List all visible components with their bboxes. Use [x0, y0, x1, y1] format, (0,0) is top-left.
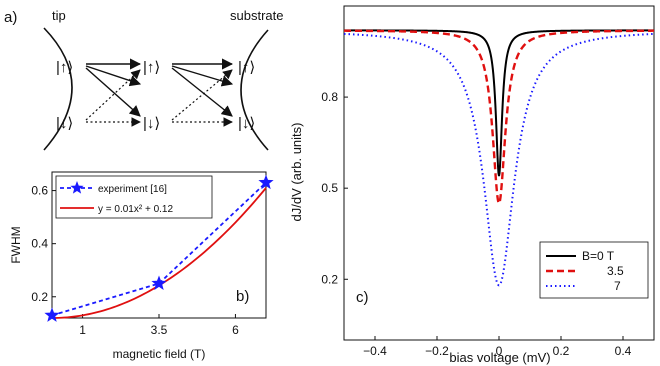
- panel-c-ytick-label-1: 0.5: [321, 181, 338, 195]
- arrow-down-up-dotted-2: [171, 69, 233, 121]
- tip-ket-up: |↑⟩: [56, 59, 73, 76]
- panel-c-series-2: [343, 32, 655, 287]
- substrate-ket-up: |↑⟩: [238, 59, 255, 76]
- arrow-down-up-dotted-1: [85, 69, 141, 121]
- arrow-up-mid-2: [171, 65, 234, 87]
- legend-fit-label: y = 0.01x² + 0.12: [98, 204, 173, 215]
- panel-c-ticks: −0.4 −0.2 0 0.2 0.4 0.2 0.5 0.8: [321, 90, 631, 358]
- panel-c-ytick-label-0: 0.2: [321, 272, 338, 286]
- panel-b-ylabel: FWHM: [9, 226, 23, 263]
- arrow-up-down-1: [85, 67, 141, 117]
- panel-b-legend-box: [55, 175, 213, 219]
- legend-star-icon: [70, 181, 84, 194]
- middle-ket-down: |↓⟩: [143, 115, 160, 132]
- panel-b-chart: 1 3.5 6 0.2 0.4 0.6 experiment [16] y = 0.01x…: [9, 171, 274, 361]
- tip-label: tip: [52, 8, 66, 23]
- panel-b-series: [44, 174, 274, 322]
- panel-b-ticks: 1 3.5 6 0.2 0.4 0.6: [31, 184, 239, 337]
- middle-ket-up: |↑⟩: [143, 59, 160, 76]
- panel-c-xlabel: bias voltage (mV): [449, 350, 550, 365]
- substrate-label: substrate: [230, 8, 283, 23]
- legend-b0-label: B=0 T: [582, 249, 615, 263]
- panel-c-series: [343, 29, 655, 287]
- panel-b-xlabel: magnetic field (T): [113, 347, 206, 361]
- panel-c-ylabel: dJ/dV (arb. units): [289, 123, 304, 222]
- panel-c-label: c): [356, 289, 369, 306]
- legend-b7-label: 7: [614, 279, 621, 293]
- panel-c-xtick-label-2: 0: [496, 344, 503, 358]
- panel-a-label: a): [4, 9, 17, 26]
- panel-b-xtick-label-0: 1: [79, 323, 86, 337]
- panel-b-label: b): [236, 288, 249, 305]
- panel-b-xtick-label-2: 6: [232, 323, 239, 337]
- panel-b-experiment-point-2: [258, 174, 274, 190]
- panel-b-experiment-line: [51, 181, 267, 317]
- tip-ket-down: |↓⟩: [56, 115, 73, 132]
- panel-b-experiment-point-0: [44, 307, 60, 322]
- arrow-up-down-2: [171, 67, 233, 117]
- panel-c-chart: −0.4 −0.2 0 0.2 0.40.20.50.8 B=0 T 3.5 7 c) …: [289, 5, 655, 365]
- panel-b-xtick-label-1: 3.5: [151, 323, 168, 337]
- panel-b-ytick-label-0: 0.2: [31, 290, 48, 304]
- panel-b-experiment-point-1: [151, 275, 167, 290]
- panel-c-xtick-label-3: 0.2: [553, 344, 570, 358]
- panel-c-xtick-label-4: 0.4: [615, 344, 632, 358]
- legend-b35-label: 3.5: [607, 264, 624, 278]
- substrate-ket-down: |↓⟩: [238, 115, 255, 132]
- panel-c-legend: B=0 T 3.5 7: [539, 241, 649, 299]
- panel-b-ytick-label-1: 0.4: [31, 237, 48, 251]
- panel-b-legend: experiment [16] y = 0.01x² + 0.12: [55, 175, 213, 219]
- panel-c-xtick-label-0: −0.4: [363, 344, 387, 358]
- panel-c-ytick-label-2: 0.8: [321, 90, 338, 104]
- legend-experiment-label: experiment [16]: [98, 184, 167, 195]
- panel-b-ytick-label-2: 0.6: [31, 184, 48, 198]
- panel-c-xtick-label-1: −0.2: [425, 344, 449, 358]
- panel-a-diagram: a) tip substrate |↑⟩ |↓⟩ |↑⟩ |↓⟩ |↑⟩ |↓⟩: [4, 8, 283, 151]
- arrow-up-mid-1: [85, 65, 142, 87]
- panel-c-series-0: [343, 29, 655, 177]
- panel-c-series-1: [343, 29, 655, 206]
- substrate-electrode-curve: [240, 29, 269, 151]
- tip-electrode-curve: [43, 27, 73, 151]
